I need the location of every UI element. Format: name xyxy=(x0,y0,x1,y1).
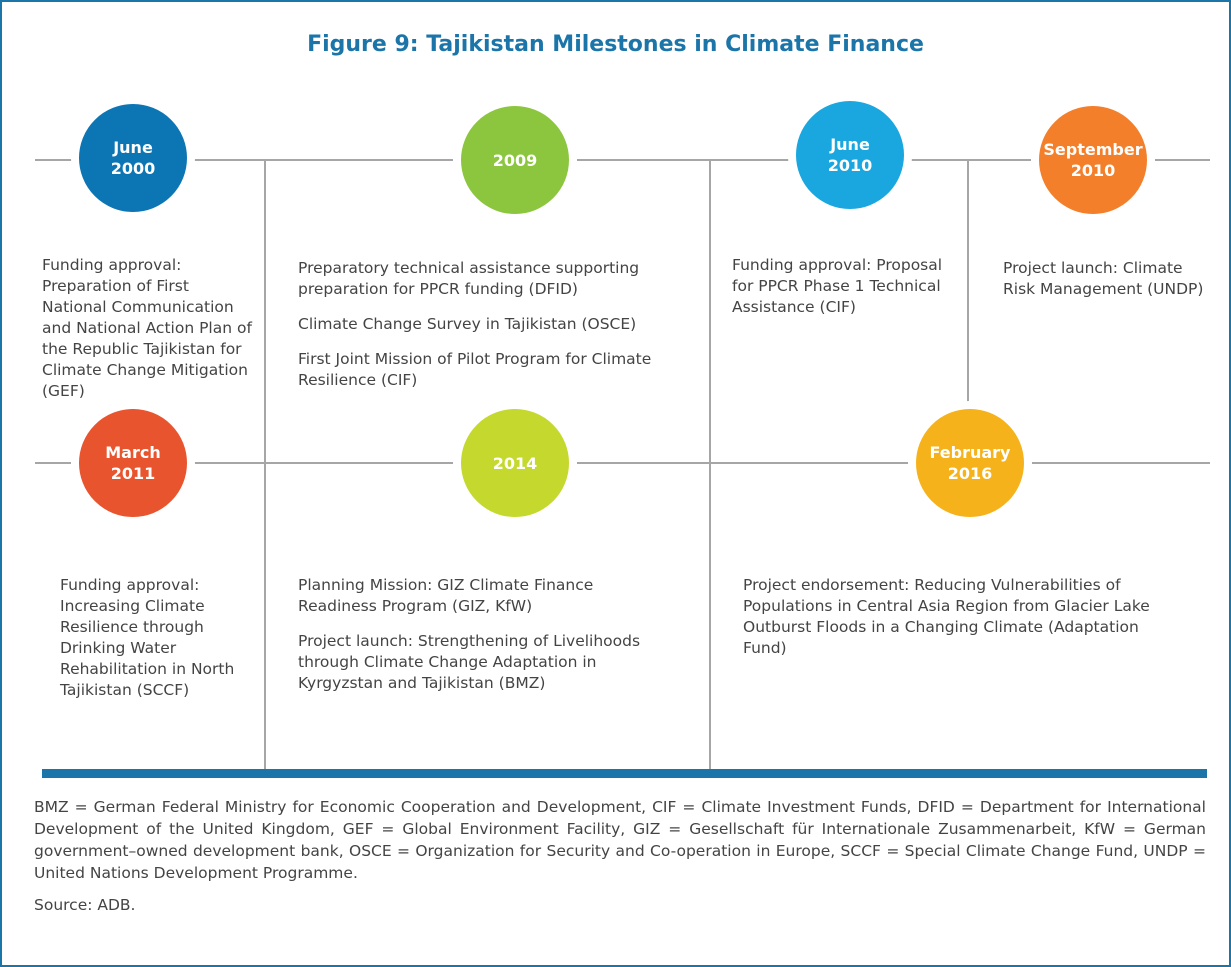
date-line: September xyxy=(1043,140,1143,159)
milestone-circle xyxy=(788,93,912,217)
date-line: 2016 xyxy=(947,464,993,483)
footnote: BMZ = German Federal Ministry for Econom… xyxy=(34,798,1206,882)
milestone-date: June 2010 xyxy=(790,134,910,176)
milestone-item: Planning Mission: GIZ Climate Finance Re… xyxy=(298,576,594,615)
milestone-date: 2014 xyxy=(455,453,575,474)
date-line: June xyxy=(830,135,870,154)
milestone-text: Preparatory technical assistance support… xyxy=(298,258,668,405)
milestone-text: Project launch: Climate Risk Management … xyxy=(1003,258,1208,314)
milestone-item: Funding approval: Increasing Climate Res… xyxy=(60,576,235,699)
milestone-circle xyxy=(453,401,577,525)
milestone-text: Funding approval: Preparation of First N… xyxy=(42,255,257,416)
date-line: March xyxy=(105,443,161,462)
milestone-text: Funding approval: Proposal for PPCR Phas… xyxy=(732,255,962,332)
title: Figure 9: Tajikistan Milestones in Clima… xyxy=(307,32,924,57)
milestone-circle xyxy=(453,98,577,222)
milestone-circle xyxy=(908,401,1032,525)
date-line: February xyxy=(929,443,1011,462)
milestone-circle xyxy=(71,96,195,220)
date-line: 2010 xyxy=(1070,161,1116,180)
milestone-circle xyxy=(71,401,195,525)
milestone-date: June 2000 xyxy=(73,137,193,179)
milestone-date: February 2016 xyxy=(910,442,1030,484)
date-line: 2014 xyxy=(492,453,538,473)
milestone-text: Project endorsement: Reducing Vulnerabil… xyxy=(743,575,1163,673)
date-line: 2000 xyxy=(110,159,156,178)
milestone-item: Project endorsement: Reducing Vulnerabil… xyxy=(743,576,1150,657)
milestone-item: First Joint Mission of Pilot Program for… xyxy=(298,350,652,389)
milestone-item: Project launch: Strengthening of Livelih… xyxy=(298,632,641,692)
milestone-item: Funding approval: Preparation of First N… xyxy=(42,256,252,400)
date-line: 2010 xyxy=(827,156,873,175)
bottom-bar xyxy=(42,769,1207,778)
milestone-date: March 2011 xyxy=(73,442,193,484)
date-line: June xyxy=(113,138,153,157)
milestone-item: Funding approval: Proposal for PPCR Phas… xyxy=(732,256,943,316)
milestone-date: 2009 xyxy=(455,150,575,171)
date-line: 2009 xyxy=(492,150,538,170)
date-line: 2011 xyxy=(110,464,156,483)
milestone-text: Planning Mission: GIZ Climate Finance Re… xyxy=(298,575,668,708)
source: Source: ADB. xyxy=(34,896,136,914)
milestone-item: Preparatory technical assistance support… xyxy=(298,259,640,298)
milestone-date: September 2010 xyxy=(1033,139,1153,181)
milestone-circle xyxy=(1031,98,1155,222)
milestone-item: Climate Change Survey in Tajikistan (OSC… xyxy=(298,315,637,333)
milestone-text: Funding approval: Increasing Climate Res… xyxy=(60,575,250,715)
milestone-item: Project launch: Climate Risk Management … xyxy=(1003,259,1204,298)
